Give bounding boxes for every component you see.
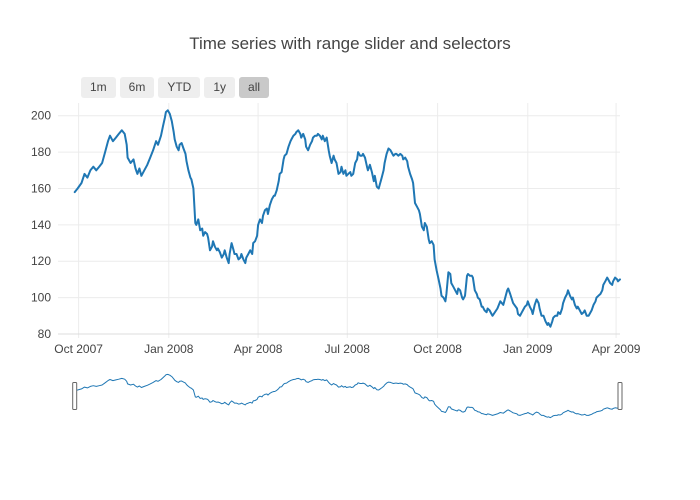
range-button-1y[interactable]: 1y bbox=[204, 77, 236, 98]
range-button-1m[interactable]: 1m bbox=[81, 77, 116, 98]
range-slider bbox=[58, 368, 623, 425]
x-tick-label: Apr 2009 bbox=[592, 342, 641, 356]
y-tick-label: 140 bbox=[31, 218, 51, 232]
range-button-6m[interactable]: 6m bbox=[119, 77, 155, 98]
y-tick-label: 100 bbox=[31, 291, 51, 305]
y-tick-label: 80 bbox=[38, 327, 52, 341]
y-axis-labels: 80 100 120 140 160 180 200 bbox=[31, 109, 51, 341]
range-button-ytd[interactable]: YTD bbox=[158, 77, 201, 98]
x-tick-label: Oct 2008 bbox=[413, 342, 462, 356]
x-axis-labels: Oct 2007 Jan 2008 Apr 2008 Jul 2008 Oct 2008… bbox=[54, 342, 641, 356]
range-slider-track[interactable] bbox=[58, 368, 620, 425]
range-slider-handle-right[interactable] bbox=[617, 382, 623, 410]
x-tick-label: Jul 2008 bbox=[325, 342, 371, 356]
range-slider-handle-left[interactable] bbox=[72, 382, 78, 410]
chart-title: Time series with range slider and select… bbox=[189, 34, 511, 53]
y-tick-label: 180 bbox=[31, 145, 51, 159]
range-button-all[interactable]: all bbox=[239, 77, 270, 98]
x-tick-label: Jan 2008 bbox=[144, 342, 194, 356]
range-slider-series-line bbox=[74, 373, 621, 419]
x-tick-label: Jan 2009 bbox=[503, 342, 553, 356]
range-selector: 1m 6m YTD 1y all bbox=[81, 77, 270, 98]
y-tick-label: 120 bbox=[31, 254, 51, 268]
x-tick-label: Apr 2008 bbox=[234, 342, 283, 356]
y-tick-label: 160 bbox=[31, 182, 51, 196]
gridlines bbox=[58, 103, 620, 338]
y-tick-label: 200 bbox=[31, 109, 51, 123]
main-series-line bbox=[73, 109, 621, 328]
x-tick-label: Oct 2007 bbox=[54, 342, 103, 356]
